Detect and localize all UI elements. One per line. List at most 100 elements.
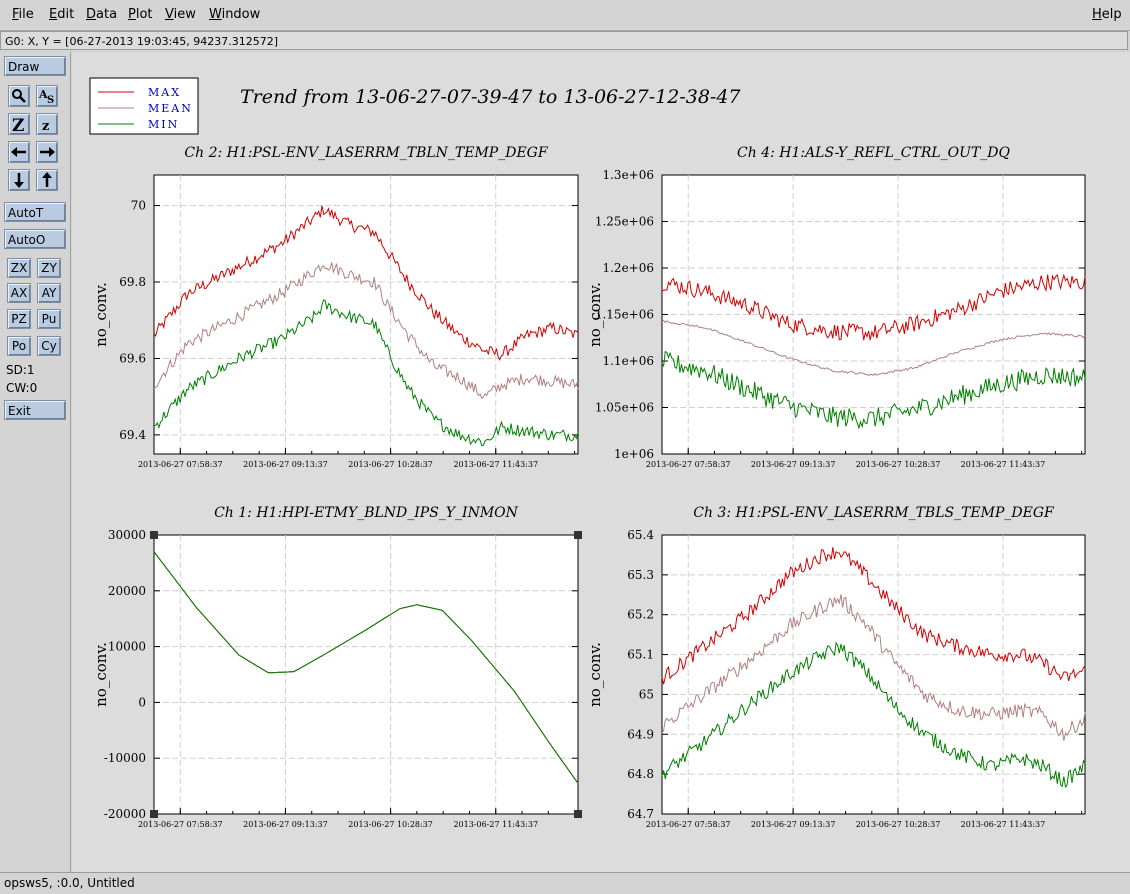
po-button[interactable]: Po	[7, 336, 31, 356]
sd-label: SD:1	[6, 363, 35, 377]
menu-plot[interactable]: Plot	[128, 7, 153, 22]
series-line-mean	[153, 262, 579, 399]
menu-view[interactable]: View	[165, 7, 196, 22]
x-tick-label: 2013-06-27 09:13:37	[751, 460, 836, 469]
x-tick-label: 2013-06-27 10:28:37	[856, 820, 941, 829]
zx-button[interactable]: ZX	[7, 258, 31, 278]
y-tick-label: 69.4	[119, 428, 146, 442]
plot-frame	[661, 534, 1086, 815]
y-axis-label: no_conv.	[586, 642, 604, 707]
menu-edit[interactable]: Edit	[49, 7, 75, 22]
arrow-down-icon[interactable]	[8, 169, 30, 191]
x-tick-label: 2013-06-27 09:13:37	[243, 820, 328, 829]
y-tick-label: 65.4	[627, 528, 654, 542]
draw-button[interactable]: Draw	[4, 56, 66, 76]
chart-title: Ch 2: H1:PSL-ENV_LASERRM_TBLN_TEMP_DEGF	[184, 145, 548, 161]
y-tick-label: -20000	[104, 807, 146, 821]
y-tick-label: 1e+06	[614, 447, 654, 461]
series-line-max	[153, 205, 579, 362]
series-line-max	[661, 547, 1086, 685]
pu-button[interactable]: Pu	[37, 309, 61, 329]
autoo-button[interactable]: AutoO	[4, 229, 66, 249]
arrow-up-icon[interactable]	[36, 169, 58, 191]
menu-help[interactable]: Help	[1092, 7, 1122, 22]
zoom-out-small-icon[interactable]: z	[36, 113, 58, 135]
menu-bar: File Edit Data Plot View Window Help	[0, 0, 1130, 31]
y-axis-label: no_conv.	[92, 282, 110, 347]
legend-label-min: MIN	[148, 118, 179, 131]
x-tick-label: 2013-06-27 11:43:37	[961, 460, 1046, 469]
y-tick-label: 65.1	[627, 648, 654, 662]
cy-button[interactable]: Cy	[37, 336, 61, 356]
selection-handle[interactable]	[574, 531, 582, 539]
chart-4[interactable]: Ch 3: H1:PSL-ENV_LASERRM_TBLS_TEMP_DEGF 6…	[586, 505, 1086, 829]
selection-handle[interactable]	[574, 810, 582, 818]
zoom-out-large-icon[interactable]: Z	[8, 113, 30, 136]
chart-2[interactable]: Ch 4: H1:ALS-Y_REFL_CTRL_OUT_DQ 1e+06 1.05…	[586, 145, 1086, 469]
plots-canvas[interactable]: MAX MEAN MIN Trend from 13-06-27-07-39-47 …	[72, 52, 1130, 872]
pz-button[interactable]: PZ	[7, 309, 31, 329]
x-tick-label: 2013-06-27 07:58:37	[646, 820, 731, 829]
y-tick-label: 30000	[108, 528, 146, 542]
selection-handle[interactable]	[150, 810, 158, 818]
y-tick-label: 65.3	[627, 568, 654, 582]
series-line-min	[661, 641, 1086, 788]
svg-text:z: z	[42, 119, 49, 134]
y-tick-label: 20000	[108, 584, 146, 598]
y-tick-label: 64.8	[627, 767, 654, 781]
menu-window[interactable]: Window	[209, 7, 261, 22]
series-line-min	[153, 551, 579, 784]
x-tick-label: 2013-06-27 07:58:37	[138, 460, 223, 469]
svg-text:Z: Z	[12, 116, 24, 134]
y-tick-label: 1.05e+06	[595, 401, 654, 415]
x-tick-label: 2013-06-27 09:13:37	[751, 820, 836, 829]
x-tick-label: 2013-06-27 11:43:37	[453, 460, 538, 469]
series-line-max	[661, 273, 1086, 341]
plot-area: MAX MEAN MIN Trend from 13-06-27-07-39-47 …	[72, 52, 1130, 872]
zy-button[interactable]: ZY	[37, 258, 61, 278]
arrow-left-icon[interactable]	[8, 141, 30, 163]
svg-text:A: A	[38, 88, 48, 101]
chart-1[interactable]: Ch 2: H1:PSL-ENV_LASERRM_TBLN_TEMP_DEGF 6…	[92, 145, 579, 469]
zoom-icon[interactable]	[8, 85, 30, 107]
y-tick-label: 70	[131, 199, 146, 213]
y-tick-label: 69.8	[119, 275, 146, 289]
y-tick-label: 1.2e+06	[602, 261, 654, 275]
y-tick-label: 1.1e+06	[602, 354, 654, 368]
legend-label-mean: MEAN	[148, 102, 193, 115]
x-tick-label: 2013-06-27 07:58:37	[646, 460, 731, 469]
ay-button[interactable]: AY	[37, 283, 61, 303]
trend-title: Trend from 13-06-27-07-39-47 to 13-06-27…	[240, 86, 741, 108]
x-tick-label: 2013-06-27 07:58:37	[138, 820, 223, 829]
chart-3[interactable]: Ch 1: H1:HPI-ETMY_BLND_IPS_Y_INMON -20000…	[92, 505, 582, 829]
menu-file[interactable]: File	[12, 7, 34, 22]
x-tick-label: 2013-06-27 10:28:37	[348, 460, 433, 469]
series-line-mean	[661, 319, 1086, 377]
series-line-mean	[661, 594, 1086, 741]
y-tick-label: 65	[639, 687, 654, 701]
x-tick-label: 2013-06-27 09:13:37	[243, 460, 328, 469]
arrow-right-icon[interactable]	[36, 141, 58, 163]
autot-button[interactable]: AutoT	[4, 202, 66, 222]
y-tick-label: 64.9	[627, 727, 654, 741]
chart-title: Ch 1: H1:HPI-ETMY_BLND_IPS_Y_INMON	[214, 505, 519, 521]
selection-handle[interactable]	[150, 531, 158, 539]
y-tick-label: 1.25e+06	[595, 215, 654, 229]
y-tick-label: 1.15e+06	[595, 308, 654, 322]
legend: MAX MEAN MIN	[89, 77, 199, 135]
menu-data[interactable]: Data	[86, 7, 118, 22]
y-tick-label: 10000	[108, 640, 146, 654]
x-tick-label: 2013-06-27 11:43:37	[961, 820, 1046, 829]
y-axis-label: no_conv.	[92, 642, 110, 707]
series-line-min	[153, 299, 579, 447]
plot-frame	[153, 534, 579, 815]
svg-text:S: S	[47, 95, 54, 106]
ax-button[interactable]: AX	[7, 283, 31, 303]
y-tick-label: 1.3e+06	[602, 168, 654, 182]
legend-label-max: MAX	[148, 86, 181, 99]
exit-button[interactable]: Exit	[4, 400, 66, 420]
y-tick-label: -10000	[104, 751, 146, 765]
x-tick-label: 2013-06-27 10:28:37	[856, 460, 941, 469]
